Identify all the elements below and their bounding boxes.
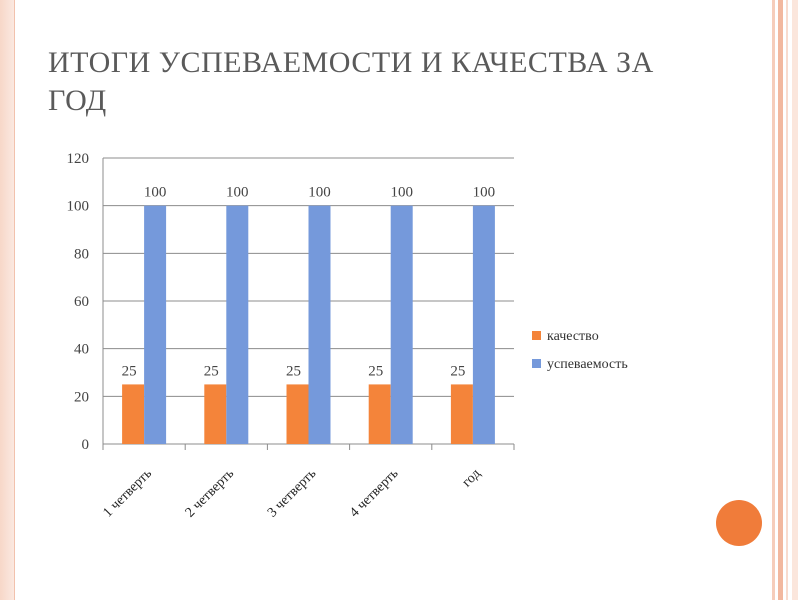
data-label: 100 bbox=[390, 185, 413, 201]
y-tick-label: 120 bbox=[67, 151, 90, 167]
bar-progress bbox=[226, 205, 249, 444]
decorative-circle bbox=[716, 500, 762, 546]
data-label: 100 bbox=[144, 185, 167, 201]
data-label: 100 bbox=[308, 185, 331, 201]
bar-quality bbox=[450, 384, 473, 444]
category-label: 3 четверть bbox=[265, 466, 319, 520]
y-tick-label: 20 bbox=[74, 389, 89, 405]
data-label: 25 bbox=[122, 363, 137, 379]
y-tick-label: 0 bbox=[82, 437, 90, 453]
slide-title: ИТОГИ УСПЕВАЕМОСТИ И КАЧЕСТВА ЗА ГОД bbox=[48, 46, 654, 117]
data-label: 25 bbox=[286, 363, 301, 379]
left-border bbox=[0, 0, 15, 600]
data-label: 25 bbox=[204, 363, 219, 379]
bar-progress bbox=[308, 205, 331, 444]
bar-progress bbox=[472, 205, 495, 444]
bar-progress bbox=[390, 205, 413, 444]
y-tick-label: 60 bbox=[74, 294, 89, 310]
bar-quality bbox=[204, 384, 227, 444]
legend-label: качество bbox=[547, 329, 599, 344]
legend-label: успеваемость bbox=[547, 357, 628, 372]
y-tick-label: 80 bbox=[74, 246, 89, 262]
legend-swatch bbox=[532, 331, 541, 340]
category-label: 2 четверть bbox=[183, 466, 237, 520]
bar-quality bbox=[286, 384, 309, 444]
category-label: год bbox=[460, 466, 484, 490]
right-border bbox=[770, 0, 800, 600]
data-label: 25 bbox=[450, 363, 465, 379]
legend-swatch bbox=[532, 359, 541, 368]
bar-quality bbox=[122, 384, 145, 444]
category-label: 4 четверть bbox=[347, 466, 401, 520]
y-tick-label: 40 bbox=[74, 342, 89, 358]
data-label: 25 bbox=[368, 363, 383, 379]
y-tick-label: 100 bbox=[67, 199, 90, 215]
bar-quality bbox=[368, 384, 391, 444]
bar-progress bbox=[144, 205, 167, 444]
data-label: 100 bbox=[473, 185, 496, 201]
category-label: 1 четверть bbox=[101, 466, 155, 520]
data-label: 100 bbox=[226, 185, 249, 201]
